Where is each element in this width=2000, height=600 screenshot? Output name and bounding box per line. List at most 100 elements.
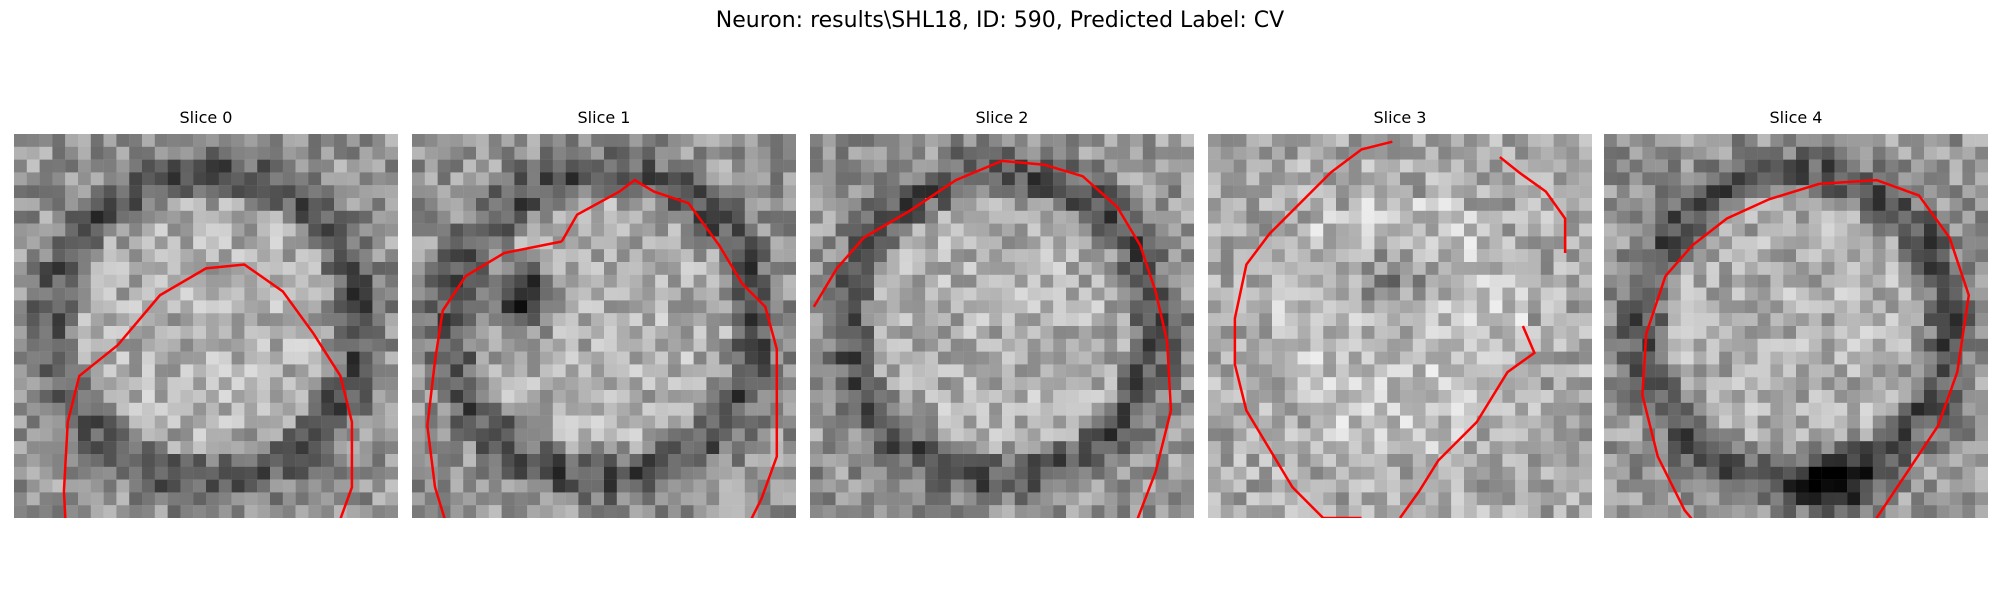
image-pixel [1349,160,1362,173]
image-pixel [463,313,476,326]
image-pixel [1066,249,1079,262]
image-pixel [1886,147,1899,160]
image-pixel [514,160,527,173]
image-pixel [527,172,540,185]
image-pixel [925,377,938,390]
image-pixel [1117,172,1130,185]
image-pixel [321,441,334,454]
image-pixel [1898,505,1911,518]
image-pixel [1873,275,1886,288]
image-pixel [964,134,977,147]
image-pixel [168,480,181,493]
image-pixel [951,377,964,390]
image-pixel [104,403,117,416]
image-pixel [848,390,861,403]
image-pixel [514,492,527,505]
image-pixel [514,198,527,211]
image-pixel [1002,147,1015,160]
image-pixel [232,160,245,173]
image-pixel [1426,134,1439,147]
image-pixel [244,326,257,339]
image-pixel [438,390,451,403]
image-pixel [681,147,694,160]
image-pixel [989,198,1002,211]
image-pixel [1104,326,1117,339]
image-pixel [1285,134,1298,147]
image-pixel [668,313,681,326]
image-pixel [27,377,40,390]
image-pixel [668,300,681,313]
image-pixel [334,416,347,429]
image-pixel [887,300,900,313]
image-pixel [1451,326,1464,339]
image-pixel [1770,134,1783,147]
image-pixel [617,160,630,173]
image-pixel [180,492,193,505]
image-pixel [1962,249,1975,262]
image-pixel [372,441,385,454]
image-pixel [1706,441,1719,454]
image-pixel [1028,249,1041,262]
image-pixel [1387,454,1400,467]
image-pixel [65,275,78,288]
image-pixel [78,172,91,185]
image-pixel [1426,147,1439,160]
image-pixel [655,428,668,441]
image-pixel [155,390,168,403]
image-pixel [1143,185,1156,198]
image-pixel [1822,134,1835,147]
image-pixel [1924,160,1937,173]
image-pixel [1130,172,1143,185]
image-pixel [1015,185,1028,198]
image-pixel [450,300,463,313]
image-pixel [1886,249,1899,262]
image-pixel [180,236,193,249]
image-pixel [360,352,373,365]
image-pixel [425,262,438,275]
image-pixel [719,377,732,390]
image-pixel [732,198,745,211]
image-pixel [1860,211,1873,224]
image-pixel [1617,352,1630,365]
image-pixel [1362,275,1375,288]
image-pixel [630,236,643,249]
image-pixel [232,416,245,429]
image-pixel [1490,467,1503,480]
image-pixel [1822,352,1835,365]
image-pixel [360,467,373,480]
image-pixel [1898,441,1911,454]
image-pixel [874,480,887,493]
image-pixel [1770,480,1783,493]
image-pixel [1911,492,1924,505]
image-pixel [848,467,861,480]
image-pixel [1285,288,1298,301]
image-pixel [758,211,771,224]
image-pixel [40,172,53,185]
image-pixel [540,262,553,275]
image-pixel [1924,377,1937,390]
image-pixel [1604,198,1617,211]
image-pixel [1758,441,1771,454]
image-pixel [681,236,694,249]
image-pixel [1706,326,1719,339]
image-pixel [1413,236,1426,249]
image-pixel [155,198,168,211]
image-pixel [1387,134,1400,147]
image-pixel [1732,249,1745,262]
image-pixel [1668,134,1681,147]
image-pixel [770,236,783,249]
image-pixel [1426,198,1439,211]
image-pixel [78,313,91,326]
image-pixel [129,505,142,518]
image-pixel [1234,249,1247,262]
image-pixel [758,198,771,211]
image-pixel [244,480,257,493]
image-pixel [1426,326,1439,339]
image-pixel [540,441,553,454]
image-pixel [1053,352,1066,365]
image-pixel [463,134,476,147]
image-pixel [257,236,270,249]
image-pixel [450,364,463,377]
image-pixel [1502,211,1515,224]
image-pixel [912,467,925,480]
